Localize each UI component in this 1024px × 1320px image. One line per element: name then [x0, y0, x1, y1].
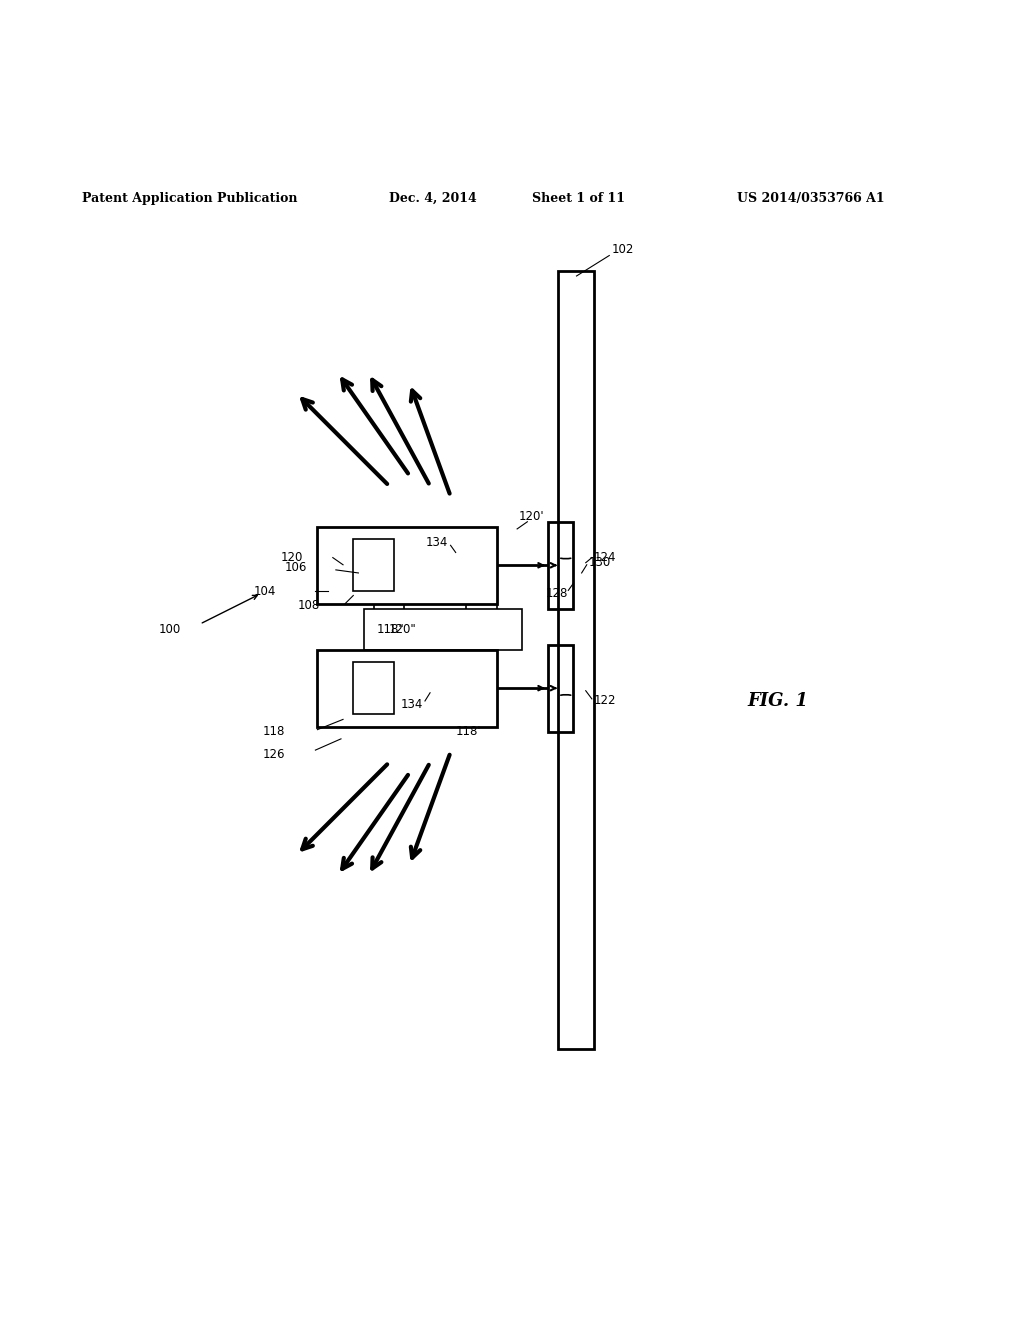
Bar	[548, 521, 573, 609]
Text: 122: 122	[594, 694, 616, 708]
Text: 134: 134	[400, 697, 423, 710]
Text: 118': 118'	[456, 725, 481, 738]
Bar	[317, 527, 497, 603]
Bar	[353, 663, 394, 714]
Text: 100: 100	[159, 623, 181, 636]
Text: 126: 126	[262, 747, 285, 760]
Text: 118": 118"	[377, 623, 404, 636]
Text: 102: 102	[611, 243, 634, 256]
Bar	[548, 644, 573, 731]
Text: US 2014/0353766 A1: US 2014/0353766 A1	[737, 191, 885, 205]
Bar	[317, 649, 497, 726]
Text: 104: 104	[254, 585, 276, 598]
Text: Dec. 4, 2014: Dec. 4, 2014	[389, 191, 477, 205]
Text: 134: 134	[426, 536, 449, 549]
Text: 120": 120"	[389, 623, 417, 636]
Text: FIG. 1: FIG. 1	[748, 692, 808, 710]
Text: 118: 118	[262, 725, 285, 738]
Text: 124: 124	[594, 552, 616, 564]
Text: 128: 128	[546, 587, 568, 599]
Text: 120: 120	[281, 552, 303, 564]
Text: Sheet 1 of 11: Sheet 1 of 11	[532, 191, 626, 205]
Text: 120': 120'	[519, 510, 545, 523]
Bar	[353, 539, 394, 591]
Bar	[364, 609, 522, 649]
Text: 130: 130	[589, 556, 611, 569]
Text: Patent Application Publication: Patent Application Publication	[82, 191, 297, 205]
Text: 108: 108	[297, 599, 319, 612]
Text: 106: 106	[285, 561, 307, 574]
Bar	[558, 271, 594, 1049]
